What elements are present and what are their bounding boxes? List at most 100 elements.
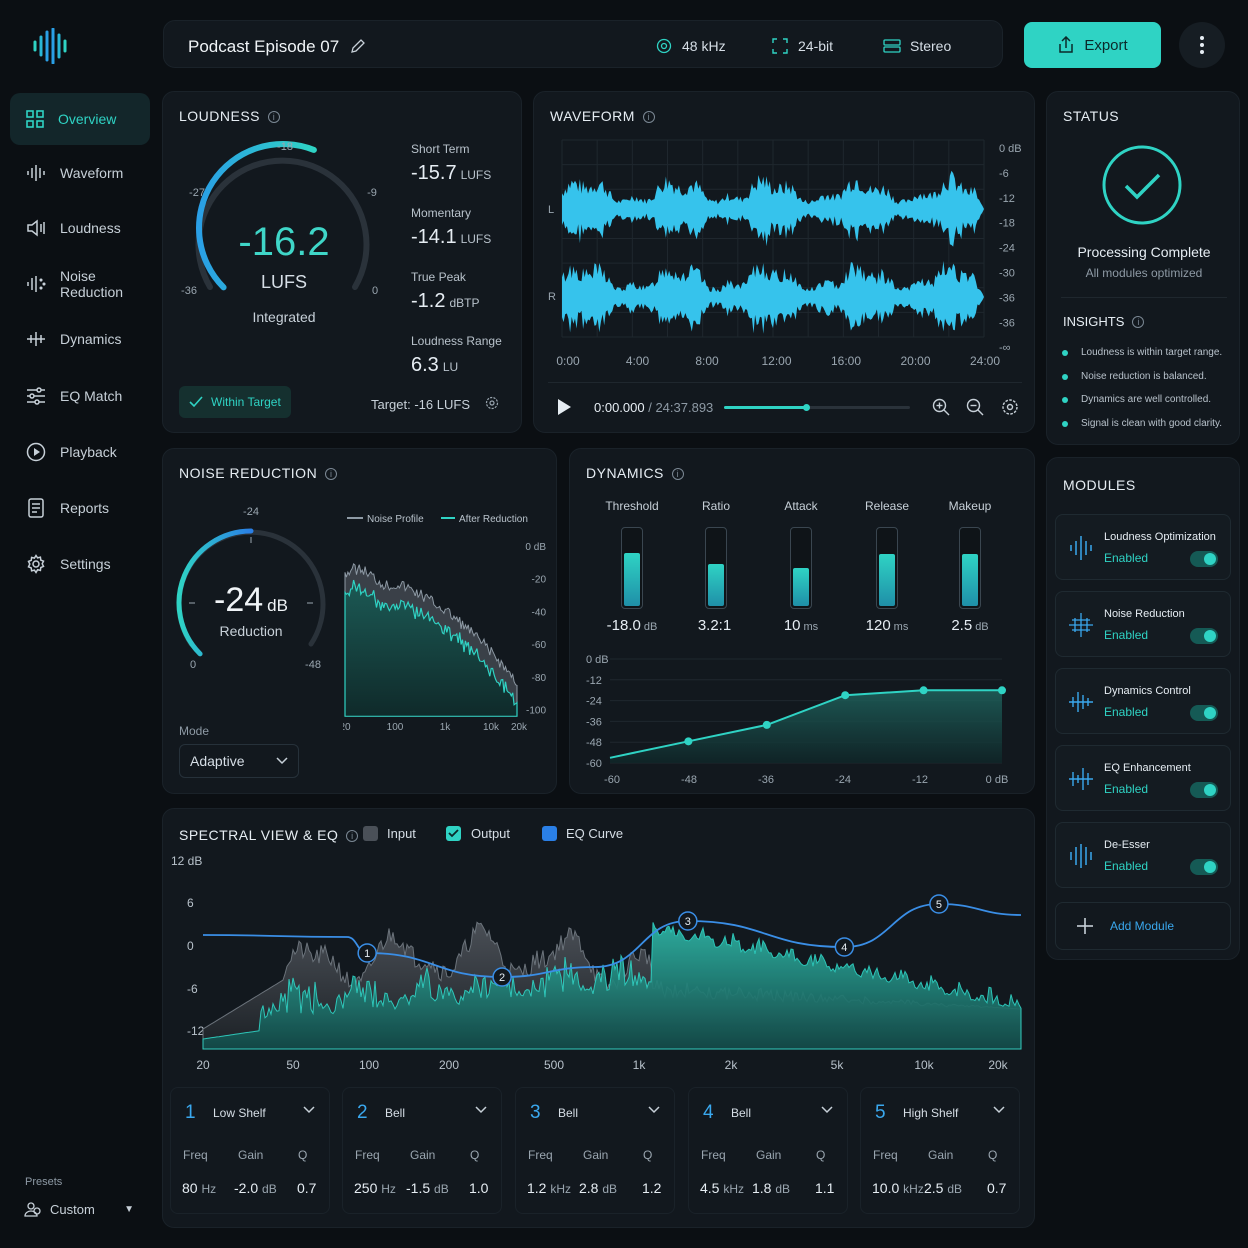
module-toggle[interactable] <box>1190 705 1218 721</box>
legend-eq-curve-toggle[interactable]: EQ Curve <box>542 826 623 841</box>
param-unit: ms <box>893 621 909 633</box>
eq-band-card-2[interactable]: 2 Bell Freq Gain Q 250 Hz -1.5 dB 1.0 <box>342 1087 502 1214</box>
module-toggle[interactable] <box>1190 551 1218 567</box>
band-type-select[interactable]: Bell <box>558 1106 579 1120</box>
gain-value[interactable]: -1.5 dB <box>406 1180 449 1196</box>
scrubber-handle[interactable] <box>802 404 810 411</box>
eq-node-5[interactable] <box>929 894 949 914</box>
chevron-down-icon[interactable] <box>993 1106 1005 1114</box>
sidebar-item-reports[interactable]: Reports <box>10 482 150 534</box>
module-card-loudness[interactable]: Loudness Optimization Enabled <box>1055 514 1231 580</box>
curve-point[interactable] <box>998 686 1006 695</box>
module-card-eq[interactable]: EQ Enhancement Enabled <box>1055 745 1231 811</box>
module-toggle[interactable] <box>1190 628 1218 644</box>
share-icon <box>1059 36 1074 53</box>
band-type-select[interactable]: High Shelf <box>903 1106 959 1120</box>
chevron-down-icon[interactable] <box>475 1106 487 1114</box>
q-value[interactable]: 1.1 <box>815 1180 835 1196</box>
info-icon[interactable]: i <box>1132 316 1145 328</box>
sidebar-item-noise-reduction[interactable]: Noise Reduction <box>10 258 150 310</box>
freq-label: Freq <box>701 1148 726 1162</box>
q-value[interactable]: 0.7 <box>987 1180 1007 1196</box>
legend-input-toggle[interactable]: Input <box>363 826 416 841</box>
waveform-display[interactable]: L R 0 dB -6 -12 -18 -24 -30 -36 -36 -∞ 0:00 4:00 8… <box>534 92 1036 382</box>
sidebar-item-playback[interactable]: Playback <box>10 426 150 478</box>
info-icon[interactable]: i <box>671 468 684 480</box>
freq-value[interactable]: 10.0 kHz <box>872 1180 924 1196</box>
add-module-button[interactable]: Add Module <box>1055 902 1231 950</box>
gain-value[interactable]: 1.8 dB <box>752 1180 790 1196</box>
band-type-select[interactable]: Bell <box>385 1106 406 1120</box>
dynamics-param-meter[interactable] <box>705 527 727 609</box>
dynamics-param-meter[interactable] <box>790 527 812 609</box>
noise-db-label: 0 dB <box>525 542 546 553</box>
mode-select[interactable]: Adaptive <box>179 744 299 778</box>
divider <box>1061 297 1227 298</box>
edit-pencil-icon[interactable] <box>350 38 366 54</box>
eq-band-card-1[interactable]: 1 Low Shelf Freq Gain Q 80 Hz -2.0 dB 0.7 <box>170 1087 330 1214</box>
zoom-in-icon[interactable] <box>932 398 950 416</box>
sidebar-item-loudness[interactable]: Loudness <box>10 202 150 254</box>
export-button[interactable]: Export <box>1024 22 1161 68</box>
chevron-down-icon[interactable] <box>303 1106 315 1114</box>
module-toggle[interactable] <box>1190 782 1218 798</box>
gear-icon[interactable] <box>1001 398 1019 416</box>
sidebar-item-settings[interactable]: Settings <box>10 538 150 590</box>
gain-value[interactable]: -2.0 dB <box>234 1180 277 1196</box>
freq-value[interactable]: 4.5 kHz <box>700 1180 744 1196</box>
info-icon[interactable]: i <box>642 111 655 123</box>
curve-point[interactable] <box>762 720 771 729</box>
q-value[interactable]: 1.2 <box>642 1180 662 1196</box>
eq-node-3[interactable] <box>678 911 698 931</box>
module-card-noise-reduction[interactable]: Noise Reduction Enabled <box>1055 591 1231 657</box>
sidebar-item-overview[interactable]: Overview <box>10 93 150 145</box>
eq-node-1[interactable] <box>357 943 377 963</box>
q-value[interactable]: 1.0 <box>469 1180 489 1196</box>
gear-icon[interactable] <box>485 396 499 410</box>
more-menu-button[interactable] <box>1179 22 1225 68</box>
dynamics-param-meter[interactable] <box>876 527 898 609</box>
eq-band-card-4[interactable]: 4 Bell Freq Gain Q 4.5 kHz 1.8 dB 1.1 <box>688 1087 848 1214</box>
freq-value[interactable]: 1.2 kHz <box>527 1180 571 1196</box>
spectrum-eq-chart[interactable]: 12 dB 6 0 -6 -12 1 2 3 4 5 20 50 100 200 500 1k 2k 5k 10… <box>163 849 1036 1081</box>
eq-band-card-3[interactable]: 3 Bell Freq Gain Q 1.2 kHz 2.8 dB 1.2 <box>515 1087 675 1214</box>
eq-node-4[interactable] <box>834 937 855 957</box>
curve-point[interactable] <box>841 691 850 700</box>
time-tick: 4:00 <box>626 354 650 368</box>
module-toggle[interactable] <box>1190 859 1218 875</box>
play-button-icon[interactable] <box>556 398 572 416</box>
chevron-down-icon[interactable] <box>648 1106 660 1114</box>
module-card-de-esser[interactable]: De-Esser Enabled <box>1055 822 1231 888</box>
info-icon[interactable]: i <box>268 111 281 123</box>
band-type-select[interactable]: Bell <box>731 1106 752 1120</box>
sidebar-item-waveform[interactable]: Waveform <box>10 147 150 199</box>
band-type-select[interactable]: Low Shelf <box>213 1106 266 1120</box>
dynamics-param-meter[interactable] <box>621 527 643 609</box>
module-card-dynamics[interactable]: Dynamics Control Enabled <box>1055 668 1231 734</box>
preset-select[interactable]: Custom ▼ <box>24 1198 134 1220</box>
eq-node-2[interactable] <box>492 967 512 987</box>
sample-rate: 48 kHz <box>682 38 726 54</box>
freq-value[interactable]: 250 Hz <box>354 1180 396 1196</box>
sidebar-item-dynamics[interactable]: Dynamics <box>10 313 150 365</box>
checkbox-eq-curve[interactable] <box>542 826 557 841</box>
curve-point[interactable] <box>919 686 928 695</box>
checkbox-output[interactable] <box>446 826 461 841</box>
eq-band-card-5[interactable]: 5 High Shelf Freq Gain Q 10.0 kHz 2.5 dB 0.7 <box>860 1087 1020 1214</box>
gain-value[interactable]: 2.5 dB <box>924 1180 962 1196</box>
legend-output-toggle[interactable]: Output <box>446 826 510 841</box>
chevron-down-icon[interactable] <box>821 1106 833 1114</box>
gain-value[interactable]: 2.8 dB <box>579 1180 617 1196</box>
sidebar-item-eq-match[interactable]: EQ Match <box>10 370 150 422</box>
spec-y-label: 0 <box>187 939 194 953</box>
info-icon[interactable]: i <box>346 830 359 842</box>
playback-scrubber[interactable] <box>724 404 910 411</box>
zoom-out-icon[interactable] <box>966 398 984 416</box>
checkbox-input[interactable] <box>363 826 378 841</box>
freq-value[interactable]: 80 Hz <box>182 1180 216 1196</box>
info-icon[interactable]: i <box>325 468 338 480</box>
curve-point[interactable] <box>684 737 693 746</box>
legend-output-label: Output <box>471 826 511 841</box>
dynamics-param-meter[interactable] <box>959 527 981 609</box>
q-value[interactable]: 0.7 <box>297 1180 317 1196</box>
